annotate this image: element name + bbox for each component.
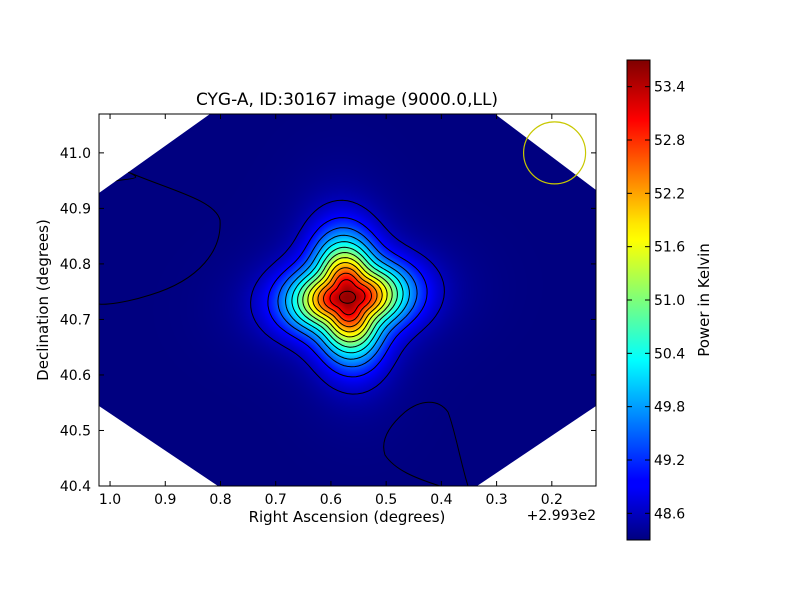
colorbar-ticks: 48.6 49.2 49.8 50.4 51.0 51.6 52.2 52.8 53.4 xyxy=(627,80,685,522)
x-tick-label: 0.4 xyxy=(430,492,452,508)
colorbar-tick-label: 52.2 xyxy=(654,186,685,202)
contour-line xyxy=(99,171,221,305)
chart-title: CYG-A, ID:30167 image (9000.0,LL) xyxy=(196,90,498,110)
x-tick-label: 0.8 xyxy=(209,492,231,508)
y-tick-label: 40.8 xyxy=(60,257,91,273)
colorbar-tick-label: 52.8 xyxy=(654,133,685,149)
y-tick-label: 40.7 xyxy=(60,312,91,328)
contour-line xyxy=(291,241,404,354)
colorbar-tick-label: 49.8 xyxy=(654,400,685,416)
x-axis-offset: +2.993e2 xyxy=(527,508,596,524)
contour-line xyxy=(329,279,366,316)
x-tick-label: 0.6 xyxy=(320,492,342,508)
contour-line xyxy=(317,267,378,328)
contour-line xyxy=(284,234,411,360)
y-tick-label: 41.0 xyxy=(60,146,91,162)
x-tick-label: 0.2 xyxy=(541,492,563,508)
colorbar-tick-label: 53.4 xyxy=(654,80,685,96)
colorbar: 48.6 49.2 49.8 50.4 51.0 51.6 52.2 52.8 53.4 Pow… xyxy=(626,59,713,541)
contour-line xyxy=(322,272,373,322)
heatmap-raster xyxy=(99,114,596,486)
contour-line xyxy=(312,262,383,333)
beam-circle xyxy=(522,121,587,185)
y-tick-label: 40.4 xyxy=(60,479,91,495)
x-axis-label: Right Ascension (degrees) xyxy=(249,508,446,526)
contour-lines xyxy=(99,171,469,486)
x-tick-label: 0.9 xyxy=(154,492,176,508)
colorbar-tick-label: 50.4 xyxy=(654,346,685,362)
y-tick-label: 40.5 xyxy=(60,423,91,439)
plot-frame xyxy=(98,113,597,487)
contour-line xyxy=(383,401,469,486)
y-axis-label: Declination (degrees) xyxy=(34,219,52,381)
colorbar-tick-label: 49.2 xyxy=(654,453,685,469)
colorbar-tick-label: 48.6 xyxy=(654,506,685,522)
contour-line xyxy=(297,246,398,348)
x-axis: 1.0 0.9 0.8 0.7 0.6 0.5 0.4 0.3 0.2 xyxy=(99,114,563,508)
contour-line xyxy=(339,290,356,304)
y-axis: 40.4 40.5 40.6 40.7 40.8 40.9 41.0 xyxy=(60,146,596,495)
heatmap-image xyxy=(99,114,596,486)
contour-line xyxy=(307,257,388,338)
contour-line xyxy=(277,227,418,368)
contour-line xyxy=(250,199,445,395)
contour-line xyxy=(302,251,393,343)
contour-line xyxy=(267,217,428,378)
x-tick-label: 0.7 xyxy=(265,492,287,508)
colorbar-tick-label: 51.6 xyxy=(654,240,685,256)
plot-area xyxy=(98,113,597,487)
y-tick-label: 40.9 xyxy=(60,201,91,217)
x-tick-label: 0.5 xyxy=(375,492,397,508)
colorbar-label: Power in Kelvin xyxy=(695,243,713,357)
y-tick-label: 40.6 xyxy=(60,368,91,384)
x-tick-label: 1.0 xyxy=(99,492,121,508)
colorbar-tick-label: 51.0 xyxy=(654,293,685,309)
x-tick-label: 0.3 xyxy=(485,492,507,508)
